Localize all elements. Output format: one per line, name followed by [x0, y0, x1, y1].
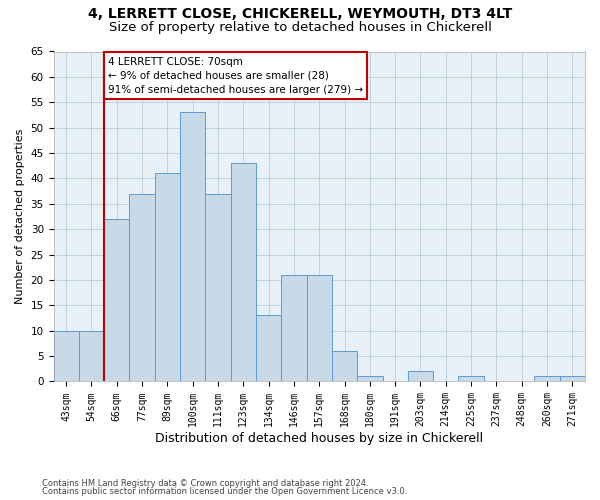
Bar — [281, 275, 307, 382]
X-axis label: Distribution of detached houses by size in Chickerell: Distribution of detached houses by size … — [155, 432, 484, 445]
Bar — [256, 316, 281, 382]
Text: Contains HM Land Registry data © Crown copyright and database right 2024.: Contains HM Land Registry data © Crown c… — [42, 478, 368, 488]
Y-axis label: Number of detached properties: Number of detached properties — [15, 129, 25, 304]
Text: 4 LERRETT CLOSE: 70sqm
← 9% of detached houses are smaller (28)
91% of semi-deta: 4 LERRETT CLOSE: 70sqm ← 9% of detached … — [108, 56, 363, 94]
Bar — [560, 376, 585, 382]
Text: 4, LERRETT CLOSE, CHICKERELL, WEYMOUTH, DT3 4LT: 4, LERRETT CLOSE, CHICKERELL, WEYMOUTH, … — [88, 8, 512, 22]
Bar — [53, 330, 79, 382]
Bar — [205, 194, 230, 382]
Text: Contains public sector information licensed under the Open Government Licence v3: Contains public sector information licen… — [42, 487, 407, 496]
Bar — [230, 163, 256, 382]
Bar — [155, 174, 180, 382]
Bar — [130, 194, 155, 382]
Bar — [458, 376, 484, 382]
Bar — [79, 330, 104, 382]
Bar — [104, 219, 130, 382]
Bar — [535, 376, 560, 382]
Bar — [332, 351, 357, 382]
Text: Size of property relative to detached houses in Chickerell: Size of property relative to detached ho… — [109, 21, 491, 34]
Bar — [180, 112, 205, 382]
Bar — [357, 376, 383, 382]
Bar — [408, 372, 433, 382]
Bar — [307, 275, 332, 382]
